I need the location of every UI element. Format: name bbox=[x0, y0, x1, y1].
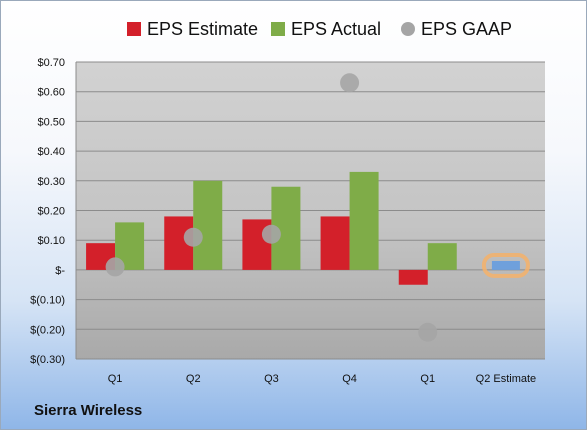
y-tick-label: $(0.20) bbox=[30, 324, 65, 336]
bar-forecast-estimate bbox=[491, 260, 520, 270]
x-tick-label: Q1 bbox=[420, 373, 435, 385]
legend-swatch-eps-gaap bbox=[401, 22, 415, 36]
legend-swatch-eps-actual bbox=[271, 22, 285, 36]
bar-eps-estimate bbox=[320, 216, 350, 270]
x-tick-label: Q1 bbox=[108, 373, 123, 385]
legend-item-eps-gaap: EPS GAAP bbox=[401, 16, 512, 42]
x-tick-label: Q3 bbox=[264, 373, 279, 385]
x-tick-label: Q2 Estimate bbox=[476, 373, 537, 385]
legend-label-eps-estimate: EPS Estimate bbox=[147, 18, 259, 39]
y-tick-label: $(0.30) bbox=[30, 354, 65, 366]
y-tick-label: $0.10 bbox=[37, 235, 65, 247]
y-tick-label: $0.60 bbox=[37, 87, 65, 99]
bar-eps-estimate bbox=[398, 269, 428, 285]
x-tick-label: Q2 bbox=[186, 373, 201, 385]
point-eps-gaap bbox=[340, 73, 360, 93]
x-tick-label: Q4 bbox=[342, 373, 357, 385]
point-eps-gaap bbox=[261, 224, 281, 244]
legend-label-eps-actual: EPS Actual bbox=[291, 18, 382, 39]
y-tick-label: $0.20 bbox=[37, 206, 65, 218]
point-eps-gaap bbox=[418, 322, 438, 342]
y-tick-label: $(0.10) bbox=[30, 295, 65, 307]
legend-item-eps-estimate: EPS Estimate bbox=[127, 16, 258, 42]
y-tick-label: $0.30 bbox=[37, 176, 65, 188]
bar-eps-actual bbox=[427, 243, 457, 270]
legend: EPS Estimate EPS Actual EPS GAAP bbox=[0, 16, 587, 42]
y-tick-label: $0.50 bbox=[37, 116, 65, 128]
bar-eps-actual bbox=[193, 180, 223, 270]
legend-item-eps-actual: EPS Actual bbox=[271, 16, 381, 42]
legend-label-eps-gaap: EPS GAAP bbox=[421, 18, 513, 39]
legend-swatch-eps-estimate bbox=[127, 22, 141, 36]
y-tick-label: $0.70 bbox=[37, 57, 65, 69]
point-eps-gaap bbox=[105, 257, 125, 277]
bar-eps-actual bbox=[349, 171, 379, 270]
y-tick-label: $0.40 bbox=[37, 146, 65, 158]
point-eps-gaap bbox=[183, 227, 203, 247]
forecast-highlight-ring bbox=[481, 252, 530, 278]
y-tick-label: $- bbox=[55, 265, 65, 277]
company-name: Sierra Wireless bbox=[34, 402, 143, 419]
